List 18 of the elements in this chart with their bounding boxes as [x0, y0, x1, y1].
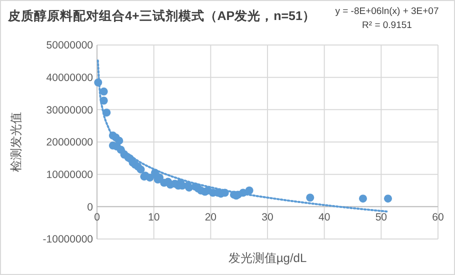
x-tick-label: 50: [375, 212, 388, 224]
x-axis-title: 发光测值µg/dL: [228, 251, 307, 265]
x-tick-label: 60: [432, 212, 444, 224]
x-tick-label: 10: [148, 212, 160, 224]
y-tick-label: 20000000: [46, 136, 94, 149]
y-tick-label: 10000000: [46, 169, 94, 182]
text: y = -8E+06ln(x) + 3E+07: [335, 6, 439, 17]
y-tick-label: 40000000: [46, 72, 94, 84]
x-tick-label: 40: [318, 212, 330, 224]
y-tick-label: 50000000: [46, 40, 94, 52]
y-tick-label: 30000000: [46, 104, 94, 116]
chart-title: 皮质醇原料配对组合4+三试剂模式（AP发光，n=51）: [7, 8, 316, 23]
x-tick-label: 20: [204, 212, 217, 224]
x-tick-label: 30: [262, 212, 274, 224]
y-tick-label: -10000000: [42, 234, 94, 246]
y-tick-label: 0: [87, 201, 94, 214]
text: R² = 0.9151: [362, 20, 412, 31]
y-axis-title: 检测发光值: [9, 112, 23, 172]
